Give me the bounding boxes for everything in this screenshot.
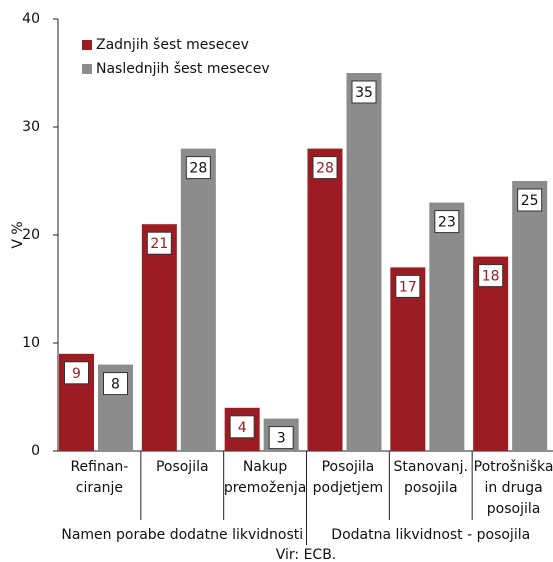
x-tick-label-line: Stanovanj. — [394, 459, 468, 475]
x-tick-label-line: in druga — [484, 480, 542, 496]
value-label-box — [312, 156, 338, 180]
x-tick-label-line: podjetjem — [313, 480, 383, 496]
y-tick-label: 30 — [22, 119, 40, 135]
value-label: 9 — [72, 366, 81, 382]
value-label-box — [229, 415, 255, 439]
group-label: Namen porabe dodatne likvidnosti — [61, 527, 303, 543]
bar — [429, 202, 465, 451]
y-tick-label: 20 — [22, 227, 40, 243]
y-axis-label: V % — [10, 221, 26, 248]
x-tick-label-line: premoženja — [224, 480, 306, 496]
x-tick-label-line: Posojila — [156, 459, 209, 475]
value-label: 4 — [238, 420, 247, 436]
value-label: 17 — [399, 279, 417, 295]
value-label-box — [478, 264, 504, 288]
value-label-box — [434, 210, 460, 234]
bar — [180, 148, 216, 451]
y-tick-label: 40 — [22, 11, 40, 27]
bar — [473, 256, 509, 451]
bar — [307, 148, 343, 451]
value-label-box — [351, 80, 377, 104]
y-tick-label: 0 — [31, 443, 40, 459]
x-tick-label: Refinan-ciranje — [70, 459, 128, 496]
x-tick-label-line: Posojila — [322, 459, 375, 475]
value-label-box — [185, 156, 211, 180]
value-label-box — [146, 231, 172, 255]
y-tick-label: 10 — [22, 335, 40, 351]
group-label: Dodatna likvidnost - posojila — [331, 527, 530, 543]
bar — [346, 73, 382, 451]
value-label: 8 — [111, 377, 120, 393]
legend-swatch — [82, 64, 92, 74]
x-tick-label-line: Nakup — [243, 459, 288, 475]
bar — [512, 181, 548, 451]
x-tick-label-line: posojila — [487, 501, 541, 517]
x-tick-label: Potrošniška in druga posojila — [474, 459, 553, 517]
legend-label: Zadnjih šest mesecev — [96, 37, 249, 53]
bar — [390, 267, 426, 451]
value-label: 23 — [438, 215, 456, 231]
value-label: 21 — [150, 236, 168, 252]
value-label: 35 — [355, 85, 373, 101]
x-tick-label: Stanovanj. posojila — [394, 459, 468, 496]
bar — [141, 224, 177, 451]
value-label: 28 — [316, 161, 334, 177]
x-tick-label-line: Refinan- — [70, 459, 128, 475]
x-tick-label-line: posojila — [404, 480, 458, 496]
value-label-box — [268, 426, 294, 450]
x-tick-label: Posojila podjetjem — [313, 459, 383, 496]
x-tick-label-line: Potrošniška — [474, 459, 553, 475]
value-label-box — [64, 361, 89, 385]
value-label: 3 — [277, 431, 286, 447]
value-label-box — [395, 274, 421, 298]
legend-label: Naslednjih šest mesecev — [96, 61, 270, 77]
source: Vir: ECB. — [276, 547, 337, 562]
value-label: 18 — [482, 269, 500, 285]
x-tick-label: Posojila — [156, 459, 209, 475]
value-label-box — [517, 188, 543, 212]
value-label-box — [103, 372, 128, 396]
x-tick-label: Nakup premoženja — [224, 459, 306, 496]
legend-swatch — [82, 40, 92, 50]
value-label: 25 — [521, 193, 539, 209]
value-label: 28 — [189, 161, 207, 177]
x-tick-label-line: ciranje — [76, 480, 123, 496]
